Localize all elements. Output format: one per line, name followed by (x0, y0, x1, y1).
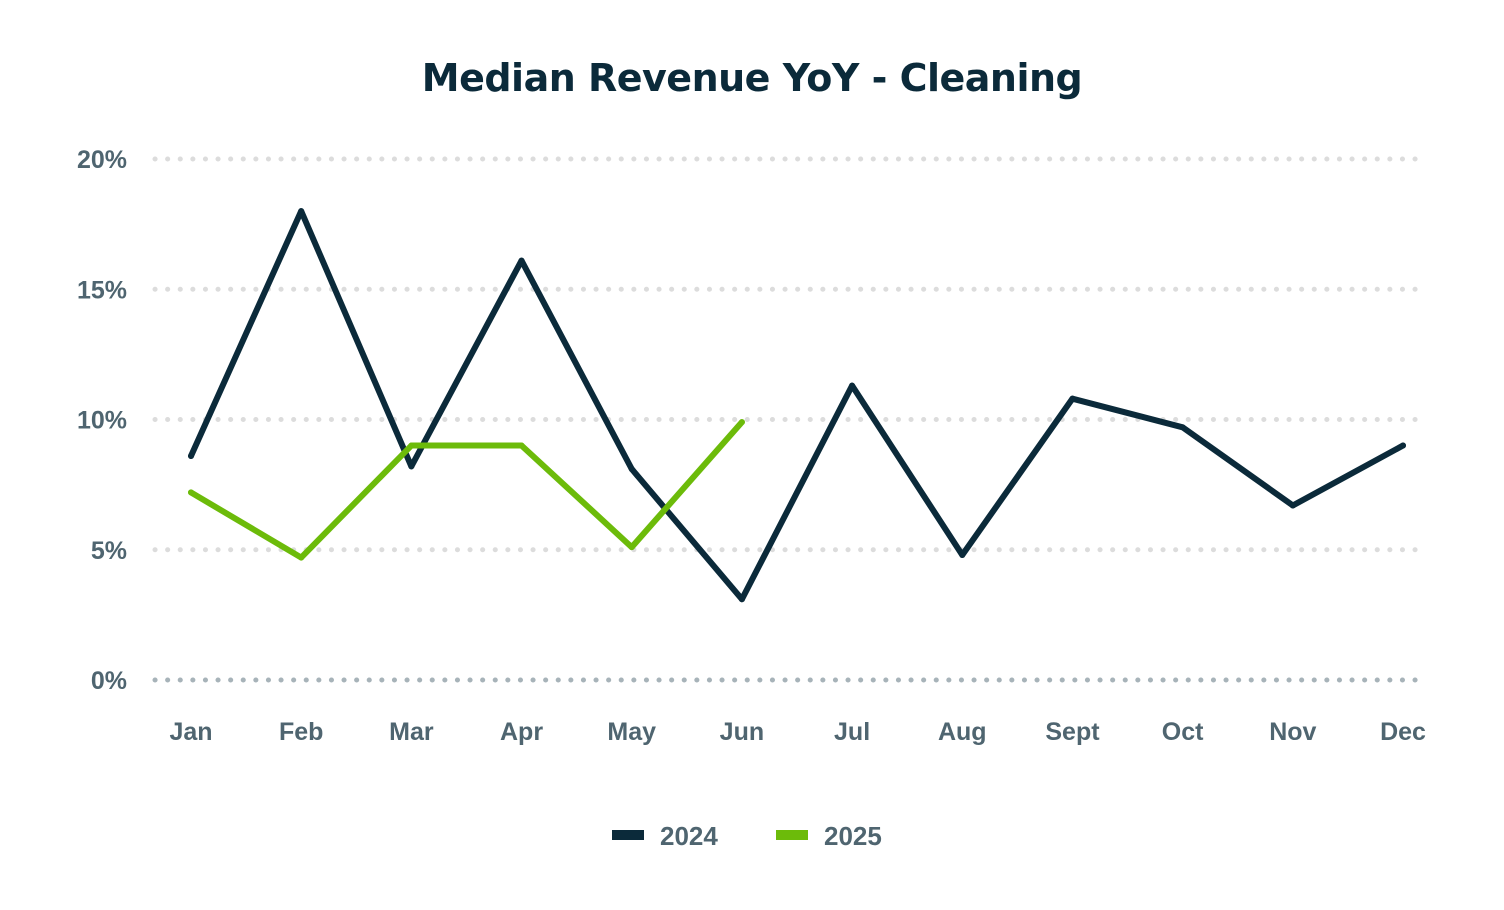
y-tick-label: 15% (77, 276, 127, 304)
legend: 2024 2025 (612, 821, 882, 851)
x-tick-label: Jun (720, 718, 764, 746)
x-tick-label: May (607, 718, 656, 746)
data-point-2024-Apr (518, 257, 525, 264)
data-point-2025-May (628, 544, 635, 551)
legend-swatch-2025 (776, 830, 808, 840)
y-tick-label: 10% (77, 407, 127, 435)
data-point-2024-Jul (849, 382, 856, 389)
data-point-2024-Dec (1400, 442, 1406, 449)
legend-label-2025: 2025 (824, 821, 882, 851)
y-tick-label: 5% (91, 537, 127, 565)
series-line-2024 (188, 208, 1406, 603)
data-point-2024-Nov (1289, 502, 1296, 509)
data-point-2025-Jun (738, 419, 745, 426)
x-tick-label: Mar (389, 718, 434, 746)
data-point-2024-Jan (188, 452, 194, 459)
x-tick-label: Apr (500, 718, 543, 746)
data-point-2025-Mar (408, 442, 415, 449)
data-point-2024-Aug (959, 551, 966, 558)
y-tick-label: 0% (91, 667, 127, 695)
x-tick-label: Dec (1380, 718, 1426, 746)
series-lines (188, 208, 1406, 603)
x-tick-label: Sept (1045, 718, 1100, 746)
data-point-2024-May (628, 465, 635, 472)
data-point-2024-Mar (408, 463, 415, 470)
data-point-2024-Feb (298, 208, 305, 215)
gridlines (152, 156, 1428, 683)
data-point-2024-Jun (738, 596, 745, 603)
y-axis-ticks: 0% 5% 10% 15% 20% (77, 146, 127, 695)
x-tick-label: Jul (834, 718, 870, 746)
series-line-2025 (188, 419, 745, 561)
data-point-2025-Jan (188, 489, 194, 496)
x-tick-label: Jan (169, 718, 212, 746)
x-tick-label: Nov (1269, 718, 1316, 746)
x-axis-ticks: Jan Feb Mar Apr May Jun Jul Aug Sept Oct Nov Dec (169, 718, 1426, 746)
x-tick-label: Feb (279, 718, 323, 746)
legend-label-2024: 2024 (660, 821, 718, 851)
data-point-2025-Feb (298, 554, 305, 561)
data-point-2025-Apr (518, 442, 525, 449)
data-point-2024-Sept (1069, 395, 1076, 402)
x-tick-label: Aug (938, 718, 987, 746)
chart-title: Median Revenue YoY - Cleaning (421, 56, 1083, 100)
x-tick-label: Oct (1162, 718, 1204, 746)
legend-swatch-2024 (612, 830, 644, 840)
data-point-2024-Oct (1179, 424, 1186, 431)
y-tick-label: 20% (77, 146, 127, 174)
